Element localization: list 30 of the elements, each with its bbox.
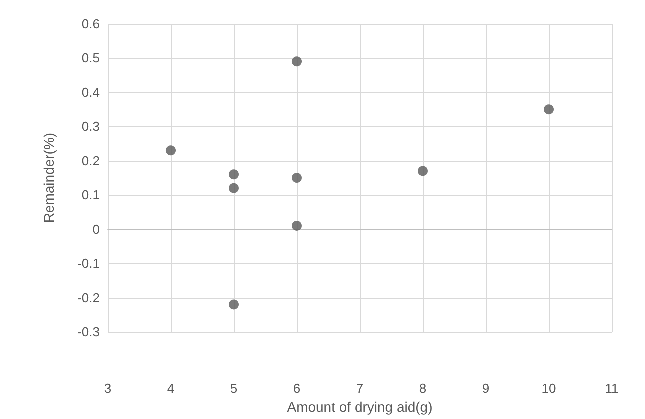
point (292, 220, 302, 231)
point (229, 183, 239, 194)
y-tick-label: -0.2 (78, 290, 100, 306)
y-tick-label: 0.3 (82, 119, 100, 134)
y-tick-label: -0.3 (78, 324, 100, 340)
x-tick-label: 3 (104, 381, 112, 396)
point (229, 170, 239, 180)
x-tick-label: 5 (230, 381, 238, 396)
x-tick-label: 4 (167, 381, 175, 396)
x-tick-label: 11 (605, 381, 619, 396)
point (292, 56, 302, 67)
x-tick-label: 9 (482, 381, 490, 396)
point (418, 166, 428, 176)
x-tick-label: 8 (419, 381, 427, 396)
x-tick-label: 7 (356, 381, 364, 396)
x-tick-label: 10 (542, 381, 556, 396)
x-tick-label: 6 (293, 381, 301, 396)
y-tick-label: -0.1 (78, 256, 100, 272)
point (166, 146, 176, 156)
y-tick-label: 0.6 (82, 16, 100, 32)
point (544, 104, 554, 115)
y-tick-label: 0.2 (82, 153, 100, 168)
y-tick-label: 0.4 (82, 84, 100, 100)
y-tick-label: 0.1 (82, 188, 100, 203)
y-tick-label: 0.5 (82, 50, 100, 66)
y-axis-title: Remainder(%) (41, 132, 57, 224)
x-axis-title: Amount of drying aid(g) (287, 399, 433, 415)
y-tick-label: 0 (92, 222, 100, 237)
point (292, 173, 302, 184)
point (229, 300, 239, 310)
